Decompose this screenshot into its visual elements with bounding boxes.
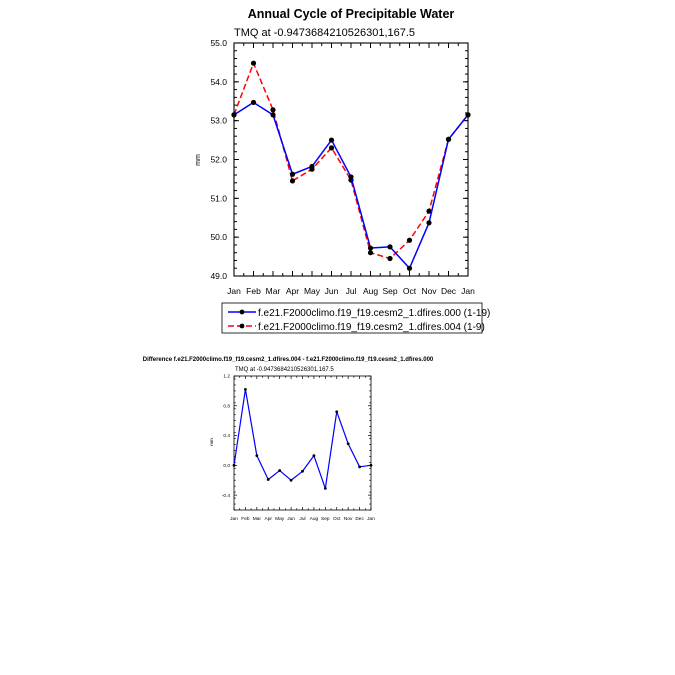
series-line-0 — [233, 388, 372, 490]
series-0-point — [289, 478, 293, 482]
x-tick-label: Jun — [325, 286, 339, 296]
series-1-point — [367, 250, 374, 256]
chart1-subtitle: TMQ at -0.9473684210526301,167.5 — [234, 27, 415, 39]
series-1-point — [387, 255, 393, 262]
x-tick-label: Feb — [241, 516, 250, 522]
chart1-title: Annual Cycle of Precipitable Water — [248, 7, 455, 21]
series-0-point — [358, 465, 361, 469]
series-0-point — [266, 478, 270, 481]
x-tick-label: Nov — [344, 516, 353, 522]
series-0-point — [250, 99, 257, 106]
x-tick-label: Apr — [286, 286, 299, 296]
series-0-point — [301, 469, 304, 473]
chart1-y-axis-label: mm — [195, 154, 202, 166]
series-0-point — [445, 136, 452, 142]
chart2-x-tick-labels: Jan Feb Mar Apr May Jun Jul Aug Sep Oct Nov Dec Jan — [230, 516, 375, 522]
series-0-point — [335, 410, 339, 414]
x-tick-label: May — [304, 286, 321, 296]
series-1-point — [289, 178, 296, 184]
difference-chart: Difference f.e21.F2000climo.f19_f19.cesm… — [143, 357, 434, 522]
series-0-point — [255, 454, 259, 458]
y-tick-label: 50.0 — [210, 232, 227, 242]
x-tick-label: Feb — [246, 286, 261, 296]
annual-cycle-chart: Annual Cycle of Precipitable Water TMQ a… — [195, 7, 490, 334]
x-tick-label: Aug — [310, 516, 319, 522]
series-1-point — [328, 145, 335, 151]
series-0-point — [367, 245, 374, 251]
series-0-point — [369, 463, 373, 467]
x-tick-label: Dec — [441, 286, 457, 296]
series-0-point — [231, 112, 237, 118]
legend-marker-series-0 — [239, 309, 245, 315]
x-tick-label: Jan — [230, 516, 238, 522]
series-0-point — [426, 220, 432, 226]
chart1-y-tick-labels: 49.0 50.0 51.0 52.0 53.0 54.0 55.0 — [210, 38, 227, 281]
series-line-0 — [233, 101, 469, 269]
series-1-point — [250, 60, 257, 66]
x-tick-label: Apr — [265, 516, 273, 522]
y-tick-label: 51.0 — [210, 193, 227, 203]
series-0-point — [323, 487, 327, 490]
y-tick-label: 55.0 — [210, 38, 227, 48]
y-tick-label: 54.0 — [210, 77, 227, 87]
chart2-title: Difference f.e21.F2000climo.f19_f19.cesm… — [143, 357, 434, 363]
series-0-point — [270, 112, 276, 118]
chart2-subtitle: TMQ at -0.9473684210526301,167.5 — [235, 367, 334, 373]
chart1-series — [231, 60, 471, 271]
series-0-point — [465, 112, 471, 118]
legend-marker-series-1 — [239, 323, 245, 329]
x-tick-label: Jan — [227, 286, 241, 296]
legend-label-series-1: f.e21.F2000climo.f19_f19.cesm2_1.dfires.… — [258, 322, 485, 333]
y-tick-label: 53.0 — [210, 116, 227, 126]
chart1-plot-frame — [233, 42, 469, 277]
x-tick-label: Oct — [333, 516, 341, 522]
y-tick-label: 52.0 — [210, 154, 227, 164]
series-0-point — [289, 171, 296, 177]
legend-box — [221, 302, 483, 334]
chart2-y-axis-label: mm — [209, 438, 214, 446]
y-tick-label: 1.2 — [223, 374, 230, 380]
y-tick-label: 49.0 — [210, 271, 227, 281]
y-tick-label: 0.0 — [223, 463, 230, 469]
series-1-point — [270, 107, 276, 113]
x-tick-label: Mar — [266, 286, 281, 296]
series-line-1 — [233, 62, 469, 260]
series-0-point — [346, 442, 350, 446]
x-tick-label: Jan — [461, 286, 475, 296]
series-0-point — [244, 388, 247, 391]
x-tick-label: Jul — [346, 286, 357, 296]
x-tick-label: Nov — [421, 286, 437, 296]
chart1-x-tick-labels: Jan Feb Mar Apr May Jun Jul Aug Sep Oct Nov Dec Jan — [227, 286, 475, 296]
series-0-point — [232, 463, 236, 467]
series-0-point — [312, 454, 316, 458]
x-tick-label: Sep — [321, 516, 330, 522]
x-tick-label: Sep — [382, 286, 397, 296]
series-1-point — [426, 208, 432, 214]
series-0-point — [309, 163, 315, 170]
x-tick-label: Mar — [253, 516, 262, 522]
series-0-point — [348, 174, 354, 180]
y-tick-label: -0.4 — [222, 493, 231, 499]
series-1-point — [406, 237, 413, 243]
series-0-point — [406, 265, 413, 271]
x-tick-label: Jul — [299, 516, 305, 522]
x-tick-label: Dec — [355, 516, 364, 522]
y-tick-label: 0.8 — [223, 403, 230, 409]
series-0-point — [328, 137, 335, 143]
series-0-point — [387, 244, 393, 250]
chart2-series — [232, 388, 373, 490]
x-tick-label: Jun — [287, 516, 295, 522]
chart1-axes — [233, 42, 469, 277]
x-tick-label: Jan — [367, 516, 375, 522]
chart1-legend: f.e21.F2000climo.f19_f19.cesm2_1.dfires.… — [221, 302, 490, 334]
x-tick-label: Aug — [363, 286, 378, 296]
x-tick-label: May — [275, 516, 285, 522]
chart2-y-tick-labels: -0.4 0.0 0.4 0.8 1.2 — [222, 374, 231, 499]
x-tick-label: Oct — [403, 286, 417, 296]
legend-label-series-0: f.e21.F2000climo.f19_f19.cesm2_1.dfires.… — [258, 308, 490, 319]
y-tick-label: 0.4 — [223, 433, 230, 439]
series-0-point — [278, 469, 282, 472]
